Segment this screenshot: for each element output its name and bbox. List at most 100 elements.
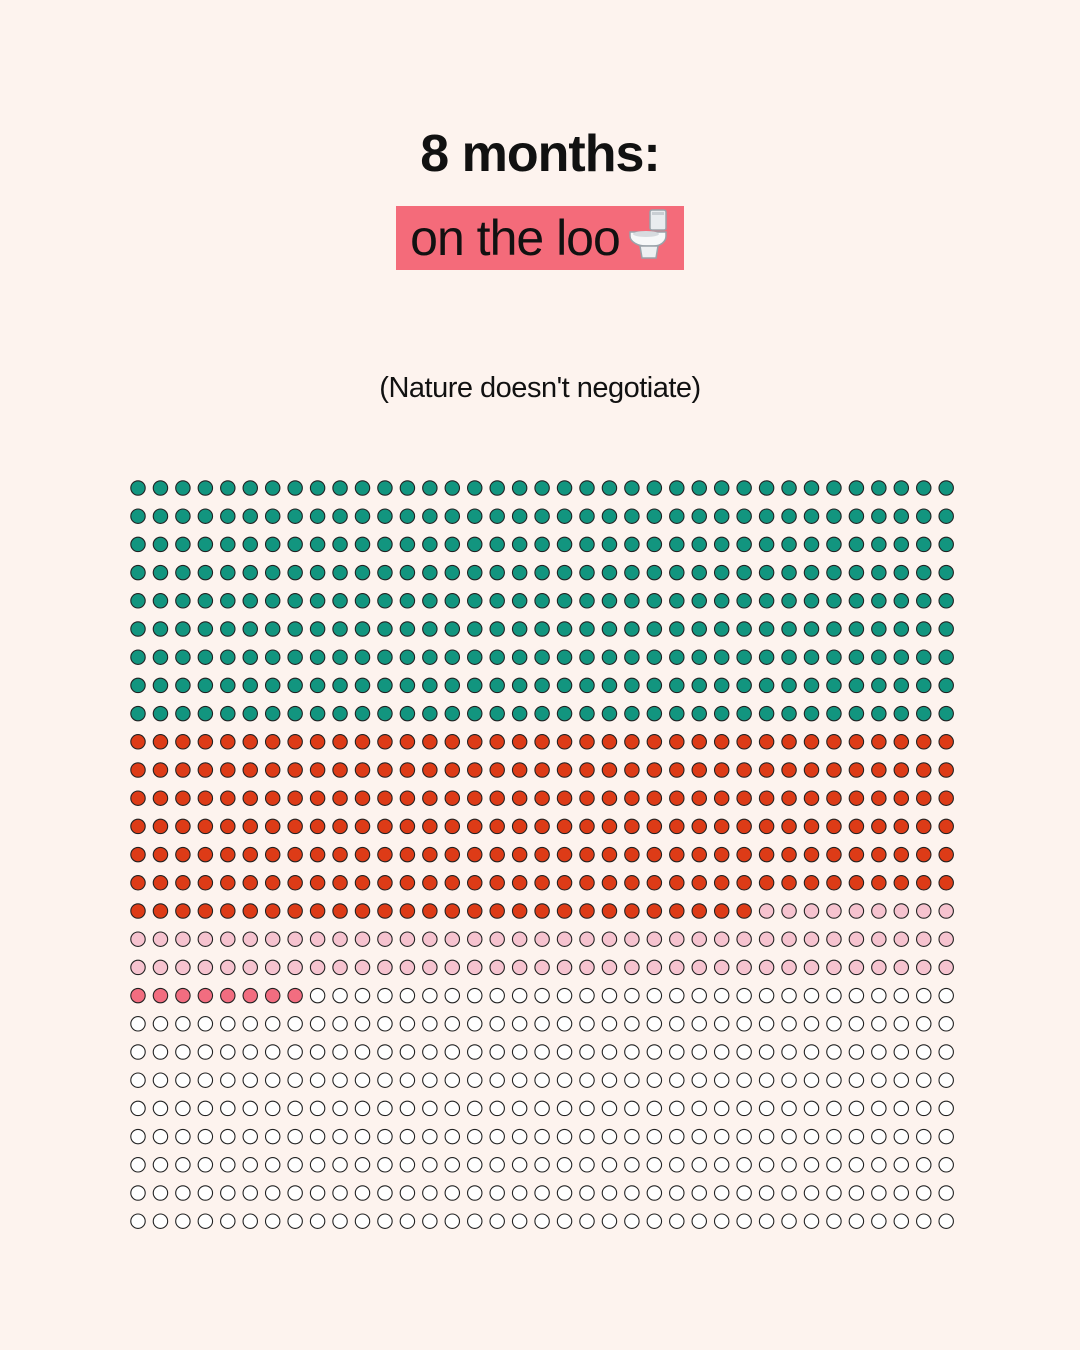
waffle-dot [691, 1072, 707, 1088]
waffle-dot [309, 480, 326, 496]
waffle-dot [624, 593, 640, 609]
waffle-dot [287, 677, 303, 694]
waffle-dot [601, 1213, 618, 1229]
waffle-dot [511, 903, 528, 919]
waffle-dot [691, 621, 707, 637]
waffle-dot [713, 1185, 730, 1201]
waffle-dot [287, 593, 303, 609]
waffle-dot [466, 903, 483, 919]
waffle-dot [848, 1100, 865, 1117]
waffle-dot [624, 1185, 640, 1201]
waffle-dot [287, 1072, 303, 1088]
waffle-dot [848, 903, 865, 919]
waffle-dot [601, 1016, 618, 1032]
waffle-dot [287, 1016, 303, 1032]
waffle-dot [422, 762, 438, 778]
waffle-dot [399, 931, 416, 947]
waffle-dot [826, 649, 842, 665]
waffle-dot [466, 1128, 483, 1145]
waffle-dot [736, 621, 752, 637]
waffle-dot [511, 734, 528, 750]
waffle-dot [803, 734, 820, 750]
waffle-dot [601, 790, 618, 806]
waffle-dot [377, 1100, 393, 1117]
waffle-dot [130, 593, 146, 609]
waffle-dot [152, 875, 169, 891]
waffle-dot [848, 734, 865, 750]
waffle-dot [646, 1128, 663, 1145]
waffle-dot [152, 734, 169, 750]
waffle-dot [915, 790, 932, 806]
waffle-dot [287, 1185, 303, 1201]
waffle-dot [242, 705, 259, 722]
waffle-dot [242, 762, 259, 778]
waffle-dot [713, 649, 730, 665]
waffle-dot [669, 903, 685, 919]
waffle-dot [332, 762, 348, 778]
waffle-dot [354, 1016, 371, 1032]
waffle-dot [848, 846, 865, 863]
waffle-dot [175, 846, 191, 863]
waffle-dot [938, 564, 954, 581]
waffle-dot [781, 1044, 797, 1060]
waffle-dot [601, 564, 618, 581]
waffle-dot [264, 734, 281, 750]
waffle-dot [264, 1100, 281, 1117]
waffle-dot [803, 480, 820, 496]
waffle-dot [511, 1044, 528, 1060]
waffle-dot [422, 508, 438, 524]
waffle-dot [579, 1072, 595, 1088]
waffle-dot [826, 875, 842, 891]
waffle-dot [601, 762, 618, 778]
waffle-dot [579, 508, 595, 524]
subtitle: (Nature doesn't negotiate) [379, 372, 701, 404]
waffle-dot [803, 1072, 820, 1088]
waffle-dot [466, 1072, 483, 1088]
waffle-dot [601, 987, 618, 1004]
waffle-dot [399, 790, 416, 806]
waffle-dot [871, 621, 887, 637]
waffle-dot [848, 959, 865, 976]
waffle-dot [444, 705, 461, 722]
waffle-dot [152, 1213, 169, 1229]
waffle-dot [309, 536, 326, 553]
waffle-dot [579, 818, 595, 835]
waffle-dot [287, 705, 303, 722]
waffle-dot [175, 762, 191, 778]
waffle-dot [736, 1016, 752, 1032]
waffle-dot [399, 508, 416, 524]
waffle-dot [781, 593, 797, 609]
waffle-dot [399, 1185, 416, 1201]
waffle-dot [758, 705, 775, 722]
waffle-dot [624, 564, 640, 581]
waffle-dot [466, 1044, 483, 1060]
waffle-dot [511, 959, 528, 976]
waffle-dot [377, 1072, 393, 1088]
waffle-dot [175, 705, 191, 722]
waffle-dot [556, 508, 573, 524]
waffle-dot [893, 705, 910, 722]
waffle-dot [130, 734, 146, 750]
waffle-dot [489, 987, 505, 1004]
waffle-dot [466, 621, 483, 637]
waffle-dot [377, 734, 393, 750]
waffle-dot [736, 536, 752, 553]
waffle-dot [466, 790, 483, 806]
waffle-dot [377, 705, 393, 722]
waffle-dot [175, 1128, 191, 1145]
waffle-dot [332, 1044, 348, 1060]
waffle-dot [938, 649, 954, 665]
waffle-dot [220, 875, 236, 891]
waffle-dot [691, 593, 707, 609]
waffle-dot [287, 762, 303, 778]
waffle-dot [422, 734, 438, 750]
waffle-dot [466, 480, 483, 496]
waffle-dot [938, 593, 954, 609]
waffle-dot [399, 762, 416, 778]
waffle-dot [422, 959, 438, 976]
waffle-dot [871, 508, 887, 524]
waffle-dot [646, 1044, 663, 1060]
waffle-dot [691, 1100, 707, 1117]
waffle-dot [781, 1100, 797, 1117]
waffle-dot [399, 734, 416, 750]
